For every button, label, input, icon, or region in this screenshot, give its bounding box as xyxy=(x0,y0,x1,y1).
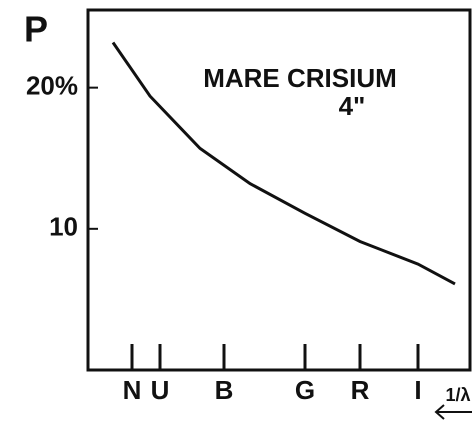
x-tick-label: G xyxy=(295,375,315,405)
curve xyxy=(111,41,456,286)
x-axis-label: 1/λ xyxy=(445,385,470,405)
plot-frame xyxy=(86,8,472,372)
y-tick-label: 20% xyxy=(26,71,78,101)
y-axis-label: P xyxy=(24,9,48,50)
x-tick-label: N xyxy=(123,375,142,405)
annotation: 4" xyxy=(339,91,366,121)
x-tick-label: U xyxy=(151,375,170,405)
x-tick-label: R xyxy=(351,375,370,405)
x-axis-arrow xyxy=(434,404,472,420)
annotation: MARE CRISIUM xyxy=(203,63,397,93)
x-tick-label: I xyxy=(414,375,421,405)
y-tick-label: 10 xyxy=(49,212,78,242)
x-tick-label: B xyxy=(215,375,234,405)
